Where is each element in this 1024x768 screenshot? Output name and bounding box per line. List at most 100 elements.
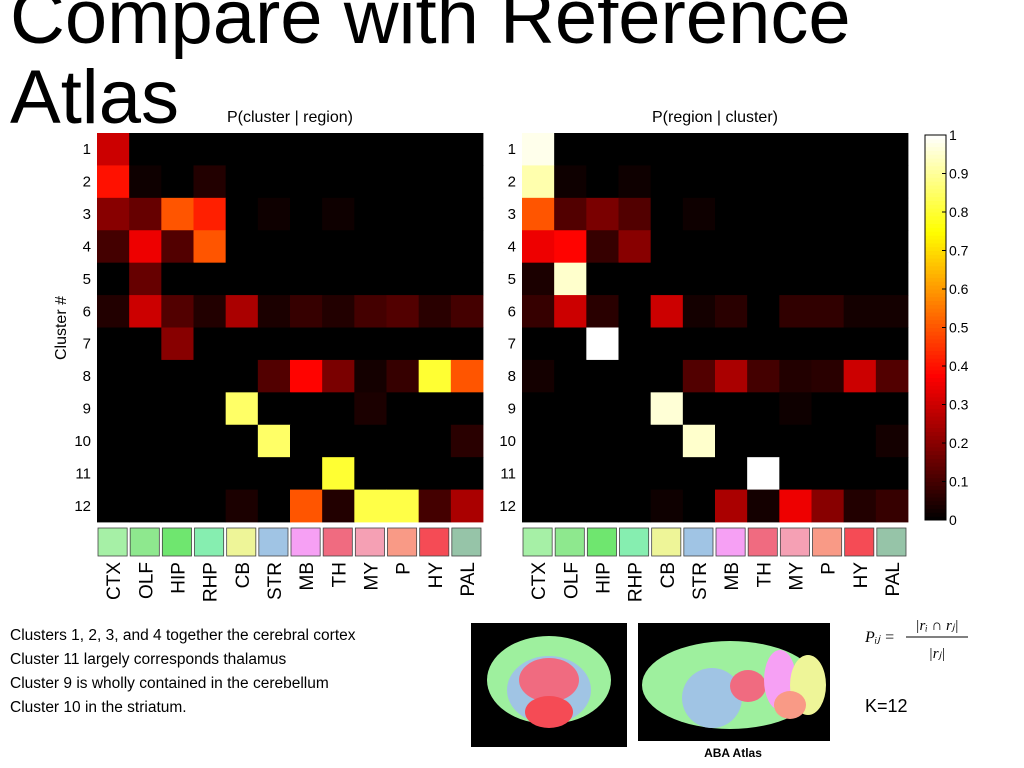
y-tick-label: 9	[508, 401, 516, 418]
heatmap-cell	[650, 489, 684, 523]
heatmap-cell	[747, 359, 780, 393]
region-swatch	[419, 527, 450, 557]
colorbar-step	[925, 204, 946, 209]
y-tick-label: 1	[508, 141, 516, 158]
heatmap-cell	[450, 133, 484, 166]
x-tick-label: HY	[426, 562, 447, 589]
heatmap-cell	[418, 457, 452, 490]
colorbar-step	[925, 165, 946, 171]
heatmap-cell	[554, 489, 587, 523]
x-tick-label: MY	[786, 562, 807, 591]
heatmap-cell	[650, 392, 684, 426]
heatmap-cell	[650, 262, 684, 296]
heatmap-cell	[97, 424, 130, 458]
heatmap-cell	[129, 230, 162, 264]
heatmap-cell	[747, 133, 780, 166]
heatmap-cell	[522, 133, 555, 166]
colorbar-tick-label: 0.5	[949, 320, 969, 336]
colorbar-step	[925, 466, 946, 471]
y-tick-label: 7	[83, 336, 91, 353]
heatmap-cell	[779, 197, 812, 231]
heatmap-cell	[682, 392, 716, 426]
heatmap-cell	[522, 230, 555, 264]
heatmap-cell	[257, 295, 291, 328]
heatmap-cell	[779, 424, 812, 458]
heatmap-cell	[418, 165, 452, 199]
heatmap-cell	[682, 424, 716, 458]
heatmap-cell	[225, 197, 259, 231]
x-tick-label: HY	[851, 562, 872, 589]
heatmap-cell	[843, 359, 877, 393]
y-tick-label: 2	[508, 174, 516, 191]
heatmap-cell	[225, 295, 259, 328]
heatmap-cell	[418, 392, 452, 426]
heatmap-cell	[161, 424, 194, 458]
heatmap-cell	[386, 133, 420, 166]
heatmap-cell	[682, 133, 716, 166]
colorbar-step	[925, 258, 946, 263]
heatmap-cell	[522, 489, 555, 523]
x-tick-label: PAL	[883, 562, 904, 597]
heatmap-cell	[747, 392, 780, 426]
x-tick-label: RHP	[626, 562, 647, 602]
colorbar-step	[925, 146, 946, 151]
note: Clusters 1, 2, 3, and 4 together the cer…	[10, 627, 356, 644]
heatmap-cell	[322, 295, 355, 328]
heatmap-cell	[843, 392, 877, 426]
heatmap-cell	[354, 197, 387, 231]
colorbar-step	[925, 473, 946, 479]
heatmap-cell	[715, 424, 748, 458]
heatmap-cell	[650, 295, 684, 328]
colorbar-step	[925, 366, 946, 371]
heatmap-cell	[554, 133, 587, 166]
heatmap-cell	[682, 359, 716, 393]
heatmap-cell	[811, 295, 845, 328]
heatmap-cell	[618, 165, 652, 199]
heatmap-cell	[522, 165, 555, 199]
y-tick-label: 9	[83, 401, 91, 418]
heatmap-cell	[843, 424, 877, 458]
heatmap-cell	[618, 489, 652, 523]
heatmap-cell	[650, 197, 684, 231]
heatmap-cell	[386, 359, 420, 393]
heatmap-cell	[715, 295, 748, 328]
region-swatch	[322, 527, 353, 557]
heatmap-cell	[322, 133, 355, 166]
heatmap-cell	[354, 230, 387, 264]
heatmap-cell	[129, 489, 162, 523]
heatmap-cell	[450, 295, 484, 328]
heatmap-cell	[779, 262, 812, 296]
x-tick-label: CB	[233, 562, 254, 588]
region-swatch	[747, 527, 778, 557]
formula-denominator: |rⱼ|	[929, 646, 946, 662]
heatmap-cell	[161, 489, 194, 523]
heatmap-cell	[875, 230, 909, 264]
heatmap-cell	[450, 262, 484, 296]
heatmap-cell	[682, 295, 716, 328]
colorbar-tick-label: 0.4	[949, 358, 969, 374]
colorbar-step	[925, 308, 946, 313]
region-swatch	[354, 527, 385, 557]
colorbar-step	[925, 446, 946, 452]
heatmap-cell	[586, 133, 619, 166]
colorbar-step	[925, 158, 946, 163]
heatmap-cell	[682, 197, 716, 231]
heatmap-cell	[875, 359, 909, 393]
heatmap-cell	[450, 197, 484, 231]
heatmap-cell	[811, 359, 845, 393]
colorbar-step	[925, 161, 946, 167]
colorbar-step	[925, 331, 946, 336]
colorbar-step	[925, 362, 946, 367]
heatmap-cell	[386, 327, 420, 361]
heatmap-cell	[875, 489, 909, 523]
heatmap-cell	[386, 424, 420, 458]
heatmap-cell	[586, 295, 619, 328]
k-label: K=12	[865, 696, 908, 716]
heatmap-cell	[682, 457, 716, 490]
colorbar-step	[925, 427, 946, 432]
heatmap-cell	[779, 230, 812, 264]
heatmap-cell	[418, 327, 452, 361]
heatmap-cell	[450, 392, 484, 426]
y-tick-label: 2	[83, 174, 91, 191]
